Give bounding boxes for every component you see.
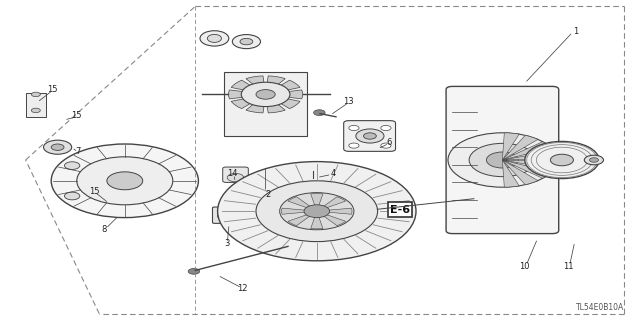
Circle shape [218, 211, 237, 221]
Text: 3: 3 [225, 239, 230, 248]
Text: 15: 15 [47, 85, 58, 94]
Text: E-6: E-6 [390, 204, 410, 215]
FancyBboxPatch shape [446, 86, 559, 234]
Circle shape [256, 181, 378, 242]
Circle shape [240, 38, 253, 45]
Circle shape [31, 92, 40, 97]
Wedge shape [502, 160, 557, 169]
Text: 13: 13 [344, 97, 354, 106]
Text: 7: 7 [76, 147, 81, 156]
Circle shape [469, 143, 536, 177]
Circle shape [550, 154, 573, 166]
Wedge shape [310, 194, 323, 211]
Wedge shape [246, 94, 266, 113]
Circle shape [227, 173, 244, 182]
Circle shape [304, 205, 330, 218]
Circle shape [381, 143, 391, 148]
Text: TL54E0B10A: TL54E0B10A [576, 303, 624, 312]
Wedge shape [231, 80, 266, 94]
Wedge shape [502, 160, 519, 187]
Text: 15: 15 [72, 111, 82, 120]
Circle shape [314, 110, 325, 116]
Circle shape [241, 82, 290, 107]
Circle shape [356, 129, 384, 143]
Wedge shape [317, 208, 352, 214]
Wedge shape [266, 80, 300, 94]
Text: 2: 2 [265, 190, 270, 199]
Circle shape [589, 158, 598, 162]
Wedge shape [231, 94, 266, 108]
Circle shape [65, 162, 80, 170]
Text: 6: 6 [387, 138, 392, 147]
Ellipse shape [207, 34, 221, 42]
Text: 14: 14 [227, 169, 237, 178]
FancyBboxPatch shape [344, 121, 396, 151]
Circle shape [280, 193, 354, 230]
Wedge shape [502, 151, 557, 160]
Circle shape [381, 125, 391, 131]
Circle shape [51, 144, 198, 218]
Text: 1: 1 [573, 27, 579, 36]
Wedge shape [282, 208, 317, 214]
Circle shape [525, 141, 599, 179]
Circle shape [349, 125, 359, 131]
Circle shape [65, 192, 80, 200]
Circle shape [364, 133, 376, 139]
Circle shape [218, 162, 416, 261]
FancyBboxPatch shape [212, 207, 242, 223]
Circle shape [77, 157, 173, 205]
Circle shape [44, 140, 72, 154]
Wedge shape [502, 160, 538, 185]
Wedge shape [266, 76, 285, 94]
Wedge shape [266, 94, 285, 113]
Wedge shape [246, 76, 266, 94]
Wedge shape [228, 90, 266, 99]
Wedge shape [502, 133, 519, 160]
Wedge shape [266, 90, 303, 99]
Circle shape [256, 90, 275, 99]
Wedge shape [317, 211, 346, 226]
Text: 15: 15 [90, 187, 100, 196]
Wedge shape [502, 135, 538, 160]
Wedge shape [317, 197, 346, 211]
Text: 4: 4 [330, 169, 335, 178]
Wedge shape [288, 211, 317, 226]
Circle shape [584, 155, 604, 165]
Circle shape [349, 143, 359, 148]
Ellipse shape [200, 31, 229, 46]
FancyBboxPatch shape [26, 93, 46, 117]
Wedge shape [502, 142, 551, 160]
Wedge shape [266, 94, 300, 108]
Text: 11: 11 [563, 262, 573, 271]
Wedge shape [310, 211, 323, 229]
Circle shape [107, 172, 143, 190]
Wedge shape [502, 160, 551, 178]
Text: 10: 10 [520, 262, 530, 271]
Circle shape [486, 152, 518, 168]
FancyBboxPatch shape [302, 164, 324, 179]
Circle shape [31, 108, 40, 113]
Circle shape [448, 133, 557, 187]
FancyBboxPatch shape [223, 167, 248, 182]
Text: 8: 8 [102, 225, 107, 234]
Circle shape [51, 144, 64, 150]
FancyBboxPatch shape [224, 72, 307, 136]
Circle shape [188, 268, 200, 274]
Wedge shape [288, 197, 317, 211]
Text: 12: 12 [237, 284, 247, 293]
Circle shape [232, 35, 260, 49]
